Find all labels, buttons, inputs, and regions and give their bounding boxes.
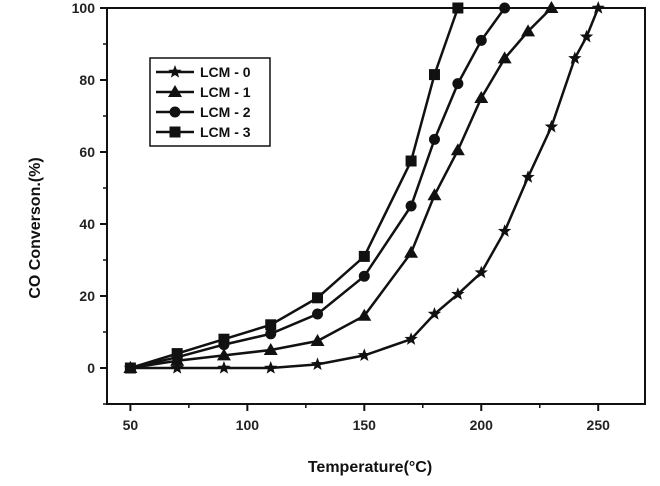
point-lcm-0-130: [310, 357, 325, 371]
legend-marker-lcm-0: [168, 65, 182, 78]
x-axis-title: Temperature(°C): [308, 459, 432, 476]
y-tick-label-60: 60: [79, 144, 95, 160]
legend-marker-lcm-2: [169, 106, 181, 118]
point-lcm-0-245: [579, 29, 594, 43]
legend-marker-lcm-1: [168, 85, 182, 97]
point-lcm-0-70: [170, 361, 184, 374]
y-axis-title: CO Converson.(%): [27, 157, 44, 298]
x-axis-title-label: Temperature: [308, 459, 404, 476]
point-lcm-3-50: [124, 362, 136, 374]
legend-label-lcm-0: LCM - 0: [200, 64, 251, 80]
axes: 50 100 150 200 250 0 20 40 60 80 100: [72, 0, 646, 433]
y-tick-label-100: 100: [72, 0, 96, 16]
x-tick-label-50: 50: [123, 417, 139, 433]
point-lcm-0-200: [474, 265, 488, 279]
point-lcm-1-110: [263, 343, 278, 355]
series-layer: [123, 1, 605, 374]
point-lcm-0-220: [521, 170, 535, 183]
series-line-lcm-0: [130, 7, 600, 370]
point-lcm-1-180: [427, 188, 442, 201]
point-lcm-3-150: [358, 250, 370, 262]
point-lcm-2-170: [405, 200, 417, 212]
point-lcm-2-190: [452, 78, 464, 90]
point-lcm-0-170: [404, 332, 418, 345]
x-tick-label-200: 200: [470, 417, 494, 433]
point-lcm-0-190: [451, 287, 465, 300]
point-lcm-2-210: [499, 2, 511, 14]
point-lcm-1-170: [404, 245, 419, 258]
point-lcm-3-190: [452, 2, 464, 14]
point-lcm-2-150: [358, 270, 370, 282]
y-tick-label-0: 0: [87, 360, 95, 376]
point-lcm-1-210: [497, 51, 512, 64]
point-lcm-1-150: [357, 308, 372, 321]
point-lcm-0-240: [568, 51, 582, 65]
point-lcm-2-180: [428, 133, 440, 145]
y-tick-label-80: 80: [79, 72, 95, 88]
point-lcm-3-170: [405, 155, 417, 167]
point-lcm-0-90: [217, 361, 231, 374]
point-lcm-2-200: [475, 34, 487, 46]
y-tick-label-20: 20: [79, 288, 95, 304]
point-lcm-0-230: [544, 119, 559, 133]
x-axis-title-unit: (°C): [404, 459, 433, 476]
point-lcm-3-70: [171, 348, 183, 360]
point-lcm-1-220: [521, 24, 536, 37]
plot-frame: [106, 7, 646, 405]
point-lcm-3-110: [265, 319, 277, 331]
point-lcm-0-180: [427, 307, 442, 320]
point-lcm-1-200: [474, 91, 489, 103]
x-tick-label-150: 150: [353, 417, 377, 433]
point-lcm-3-130: [312, 292, 324, 304]
series-lcm-0: [123, 1, 605, 374]
point-lcm-1-130: [310, 334, 325, 346]
legend-label-lcm-3: LCM - 3: [200, 124, 251, 140]
legend-label-lcm-1: LCM - 1: [200, 84, 251, 100]
point-lcm-0-250: [591, 1, 605, 14]
legend-label-lcm-2: LCM - 2: [200, 104, 251, 120]
x-tick-label-250: 250: [587, 417, 611, 433]
y-tick-label-40: 40: [79, 216, 95, 232]
point-lcm-1-230: [544, 1, 559, 13]
series-lcm-3: [124, 2, 464, 374]
point-lcm-2-110: [265, 328, 277, 340]
legend-marker-lcm-3: [169, 126, 181, 138]
point-lcm-0-210: [497, 224, 512, 237]
point-lcm-0-150: [357, 348, 371, 362]
point-lcm-1-90: [216, 348, 231, 361]
point-lcm-2-130: [312, 308, 324, 320]
x-tick-label-100: 100: [236, 417, 260, 433]
point-lcm-1-190: [450, 143, 465, 156]
series-lcm-1: [123, 1, 559, 373]
point-lcm-3-180: [428, 69, 440, 81]
point-lcm-3-90: [218, 333, 230, 345]
point-lcm-0-110: [264, 361, 278, 374]
legend: LCM - 0 LCM - 1 LCM - 2 LCM - 3: [149, 57, 271, 147]
